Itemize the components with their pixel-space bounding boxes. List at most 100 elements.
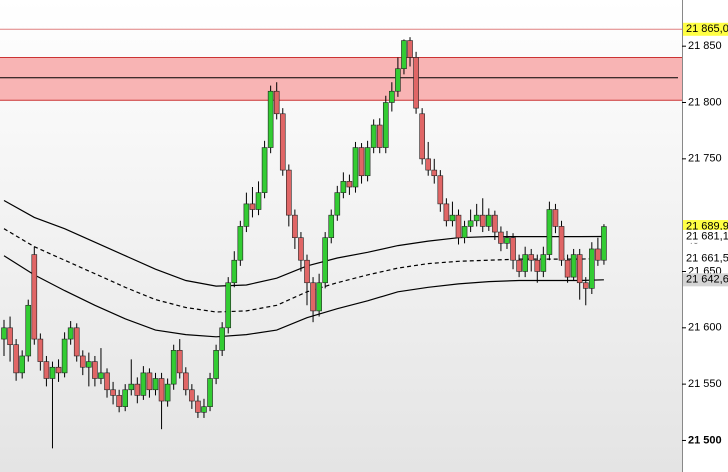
candle-body bbox=[19, 355, 25, 374]
candle-body bbox=[37, 338, 44, 362]
candle-body bbox=[358, 147, 365, 177]
candle-body bbox=[461, 226, 468, 238]
candle-body bbox=[183, 372, 189, 391]
candle-body bbox=[413, 57, 419, 109]
candle-body bbox=[92, 361, 98, 379]
y-tick-label: 21 600 bbox=[688, 322, 722, 334]
candle-body bbox=[49, 366, 56, 379]
candle-body bbox=[316, 282, 322, 312]
candle-body bbox=[55, 366, 62, 374]
candle-body bbox=[382, 102, 389, 148]
candle-body bbox=[25, 304, 32, 357]
candle-body bbox=[589, 248, 595, 289]
candle-body bbox=[370, 124, 377, 148]
candle-body bbox=[255, 192, 262, 210]
candle-body bbox=[546, 209, 553, 255]
candle-body bbox=[376, 124, 383, 148]
candle-body bbox=[110, 389, 116, 396]
candle-body bbox=[67, 327, 74, 340]
candle-body bbox=[273, 90, 280, 115]
candle-body bbox=[61, 338, 68, 374]
candle-body bbox=[601, 226, 607, 261]
candle-body bbox=[322, 237, 328, 284]
candle-body bbox=[98, 372, 104, 379]
candle-body bbox=[346, 181, 353, 188]
candle-body bbox=[492, 214, 498, 233]
candle-body bbox=[152, 378, 159, 391]
candle-body bbox=[73, 327, 80, 357]
candle-body bbox=[189, 389, 195, 402]
candle-body bbox=[485, 214, 492, 227]
candle-body bbox=[79, 355, 86, 368]
candle-body bbox=[352, 147, 359, 188]
candle-body bbox=[334, 192, 341, 216]
candle-body bbox=[328, 214, 335, 238]
zone bbox=[0, 57, 682, 101]
candle-body bbox=[286, 169, 292, 216]
candle-body bbox=[128, 383, 135, 391]
candle-body bbox=[576, 254, 583, 284]
candle-body bbox=[419, 113, 425, 160]
candle-body bbox=[516, 259, 522, 272]
candle-body bbox=[443, 203, 450, 222]
price-label-box bbox=[683, 273, 728, 287]
candle-body bbox=[134, 383, 141, 396]
y-tick-label: 21 500 bbox=[688, 434, 722, 446]
candle-body bbox=[158, 378, 165, 402]
candle-body bbox=[122, 389, 128, 407]
candle-body bbox=[364, 147, 371, 177]
candle-body bbox=[104, 372, 110, 391]
candle-body bbox=[279, 113, 286, 171]
candle-body bbox=[292, 214, 298, 238]
candle-body bbox=[455, 214, 462, 238]
candle-body bbox=[540, 254, 547, 272]
candle-body bbox=[389, 90, 395, 103]
price-label-box bbox=[683, 220, 728, 234]
price-label-box bbox=[683, 22, 728, 36]
moving-average bbox=[3, 255, 604, 338]
candle-body bbox=[522, 254, 528, 272]
price-label: 21 681,1 bbox=[686, 230, 728, 242]
candle-body bbox=[231, 259, 238, 284]
candle-body bbox=[595, 248, 601, 261]
candle-body bbox=[43, 361, 50, 379]
candle-body bbox=[582, 282, 589, 289]
price-label: 21 865,0 bbox=[686, 23, 728, 35]
candle-body bbox=[449, 214, 456, 222]
candle-body bbox=[564, 259, 571, 278]
candle-body bbox=[479, 214, 486, 227]
candle-body bbox=[401, 40, 407, 70]
price-label-box bbox=[683, 229, 728, 243]
candle-body bbox=[164, 383, 171, 402]
candle-body bbox=[304, 259, 310, 284]
candle-body bbox=[249, 203, 256, 210]
candle-body bbox=[261, 147, 268, 193]
candle-body bbox=[1, 327, 7, 340]
candle-body bbox=[473, 214, 480, 222]
candle-body bbox=[558, 226, 565, 261]
candle-body bbox=[431, 169, 438, 177]
candle-body bbox=[340, 181, 347, 193]
price-label: 21 661,5 bbox=[686, 252, 728, 264]
candle-body bbox=[467, 220, 474, 227]
candle-body bbox=[201, 406, 207, 413]
candle-body bbox=[170, 350, 177, 385]
y-tick-label: 21 850 bbox=[688, 40, 722, 52]
candle-body bbox=[298, 237, 304, 261]
candle-body bbox=[7, 327, 13, 346]
candle-body bbox=[570, 254, 577, 278]
candle-body bbox=[267, 90, 274, 148]
candle-body bbox=[498, 231, 504, 244]
candle-body bbox=[31, 254, 38, 340]
candle-body bbox=[195, 400, 201, 413]
y-tick-label: 21 800 bbox=[688, 96, 722, 108]
candle-body bbox=[528, 254, 535, 261]
y-tick-label: 21 550 bbox=[688, 378, 722, 390]
candle-body bbox=[219, 327, 225, 351]
candle-body bbox=[207, 378, 213, 407]
candle-body bbox=[425, 158, 432, 171]
candle-body bbox=[504, 237, 510, 244]
candle-body bbox=[140, 372, 147, 396]
price-label: 21 689,9 bbox=[686, 220, 728, 232]
